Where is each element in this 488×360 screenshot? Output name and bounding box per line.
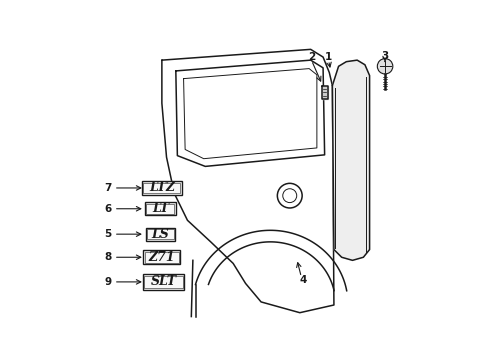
FancyBboxPatch shape bbox=[144, 202, 176, 215]
Text: 1: 1 bbox=[324, 52, 331, 62]
FancyBboxPatch shape bbox=[142, 274, 184, 289]
Text: SLT: SLT bbox=[150, 275, 176, 288]
FancyBboxPatch shape bbox=[143, 250, 180, 264]
Text: Z71: Z71 bbox=[148, 251, 175, 264]
FancyBboxPatch shape bbox=[145, 228, 175, 241]
FancyBboxPatch shape bbox=[142, 181, 182, 195]
Text: 3: 3 bbox=[381, 50, 388, 60]
Text: 4: 4 bbox=[299, 275, 306, 285]
Text: 8: 8 bbox=[104, 252, 111, 262]
Text: 9: 9 bbox=[104, 277, 111, 287]
Polygon shape bbox=[332, 60, 369, 260]
Text: LS: LS bbox=[151, 228, 169, 240]
Text: 6: 6 bbox=[104, 204, 111, 214]
Circle shape bbox=[377, 59, 392, 74]
Text: 2: 2 bbox=[307, 52, 314, 62]
Text: 5: 5 bbox=[104, 229, 111, 239]
Polygon shape bbox=[321, 86, 327, 99]
Text: LTZ: LTZ bbox=[148, 181, 175, 194]
Text: LT: LT bbox=[151, 202, 168, 215]
Text: 7: 7 bbox=[104, 183, 111, 193]
